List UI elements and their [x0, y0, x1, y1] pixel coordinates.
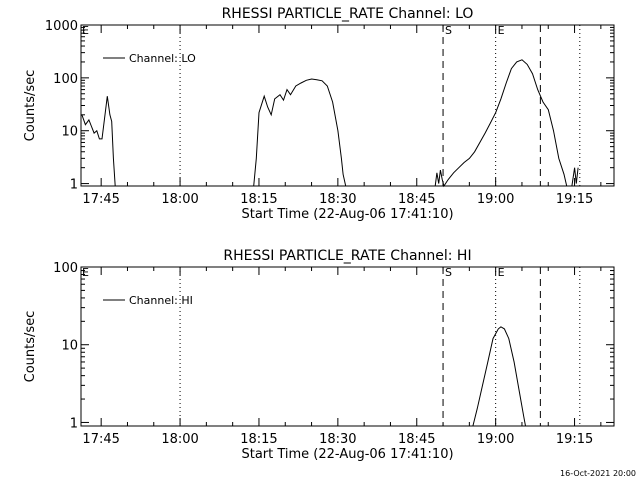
x-tick-label: 18:30: [319, 432, 356, 447]
x-tick-label: 18:30: [319, 192, 356, 207]
x-tick-label: 19:00: [477, 432, 514, 447]
chart-panel-1: RHESSI PARTICLE_RATE Channel: HI 17:45 18:…: [23, 248, 615, 462]
y-tick-label: 10: [61, 339, 78, 354]
legend-label: Channel: HI: [129, 294, 193, 307]
marker-label: S: [445, 24, 452, 37]
x-tick-label: 18:15: [240, 192, 277, 207]
x-axis-label: Start Time (22-Aug-06 17:41:10): [241, 207, 453, 222]
y-tick-label: 1: [70, 416, 78, 431]
chart-title: RHESSI PARTICLE_RATE Channel: LO: [222, 6, 474, 22]
series-line-segment-2: [434, 59, 568, 188]
x-axis-label: Start Time (22-Aug-06 17:41:10): [241, 447, 453, 462]
y-tick-label: 100: [53, 261, 78, 276]
y-tick-label: 1: [70, 178, 78, 193]
x-tick-label: 18:15: [240, 432, 277, 447]
plot-frame: [80, 266, 615, 427]
corner-mark: E: [82, 24, 89, 37]
y-tick-label: 100: [53, 72, 78, 87]
plot-timestamp: 16-Oct-2021 20:00: [560, 469, 636, 478]
y-tick-label: 1000: [45, 19, 78, 34]
y-axis-label: Counts/sec: [23, 70, 38, 142]
x-tick-label: 18:45: [398, 192, 435, 207]
x-tick-label: 19:15: [556, 432, 593, 447]
series-line-segment-0: [81, 96, 116, 187]
x-tick-label: 19:00: [477, 192, 514, 207]
chart-panel-0: RHESSI PARTICLE_RATE Channel: LO 17:45 18:…: [23, 6, 615, 222]
series-line-segment-3: [571, 167, 579, 187]
series-line-segment-0: [472, 326, 526, 427]
chart-title: RHESSI PARTICLE_RATE Channel: HI: [223, 248, 471, 264]
marker-label: E: [498, 24, 505, 37]
x-tick-label: 17:45: [82, 432, 119, 447]
series-line-segment-1: [253, 78, 347, 187]
x-tick-label: 18:45: [398, 432, 435, 447]
y-axis-label: Counts/sec: [23, 311, 38, 383]
corner-mark: E: [82, 266, 89, 279]
y-tick-label: 10: [61, 125, 78, 140]
legend-label: Channel: LO: [129, 52, 196, 65]
plot-frame: [80, 24, 615, 187]
x-tick-label: 17:45: [82, 192, 119, 207]
marker-label: E: [498, 266, 505, 279]
x-tick-label: 19:15: [556, 192, 593, 207]
x-tick-label: 18:00: [161, 192, 198, 207]
marker-label: S: [445, 266, 452, 279]
x-tick-label: 18:00: [161, 432, 198, 447]
